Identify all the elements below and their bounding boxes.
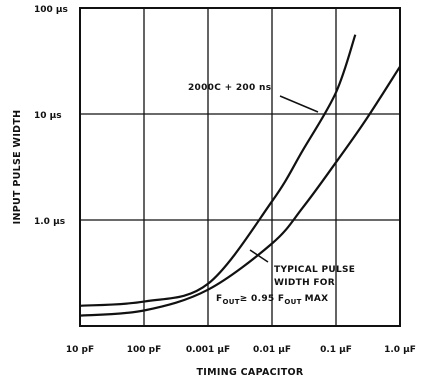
y-axis-label: INPUT PULSE WIDTH bbox=[12, 110, 23, 225]
f-out-symbol: F bbox=[216, 294, 222, 304]
x-tick-label: 0.001 µF bbox=[186, 345, 230, 355]
f-out-max-subscript: OUT bbox=[284, 298, 301, 306]
series-line-2000c-200ns bbox=[80, 34, 357, 307]
x-tick-label: 1.0 µF bbox=[384, 345, 416, 355]
x-tick-label: 0.01 µF bbox=[253, 345, 291, 355]
y-tick-label: 1.0 µs bbox=[34, 217, 65, 227]
grid bbox=[80, 8, 400, 326]
y-tick-labels: 1.0 µs 10 µs 100 µs bbox=[34, 5, 68, 227]
f-out-subscript: OUT bbox=[222, 298, 239, 306]
x-tick-labels: 10 pF 100 pF 0.001 µF 0.01 µF 0.1 µF 1.0 µF bbox=[66, 345, 416, 355]
x-tick-label: 0.1 µF bbox=[320, 345, 352, 355]
lower-curve-annotation-line1: TYPICAL PULSE bbox=[274, 265, 355, 275]
series-group bbox=[80, 34, 400, 317]
x-tick-label: 10 pF bbox=[66, 345, 94, 355]
y-tick-label: 10 µs bbox=[34, 111, 62, 121]
plot-frame bbox=[79, 7, 401, 327]
ge-fraction-text: ≥ 0.95 F bbox=[240, 294, 285, 304]
upper-curve-annotation: 2000C + 200 ns bbox=[188, 83, 271, 93]
x-axis-label: TIMING CAPACITOR bbox=[196, 367, 303, 378]
max-text: MAX bbox=[305, 294, 329, 304]
lower-curve-pointer bbox=[249, 249, 269, 263]
y-tick-label: 100 µs bbox=[34, 5, 68, 15]
x-tick-label: 100 pF bbox=[127, 345, 162, 355]
lower-curve-annotation-line3: FOUT≥ 0.95 FOUT MAX bbox=[216, 294, 328, 306]
upper-curve-pointer bbox=[279, 95, 319, 113]
series-line-typical-pulse-width bbox=[80, 66, 400, 317]
lower-curve-annotation-line2: WIDTH FOR bbox=[274, 278, 335, 288]
